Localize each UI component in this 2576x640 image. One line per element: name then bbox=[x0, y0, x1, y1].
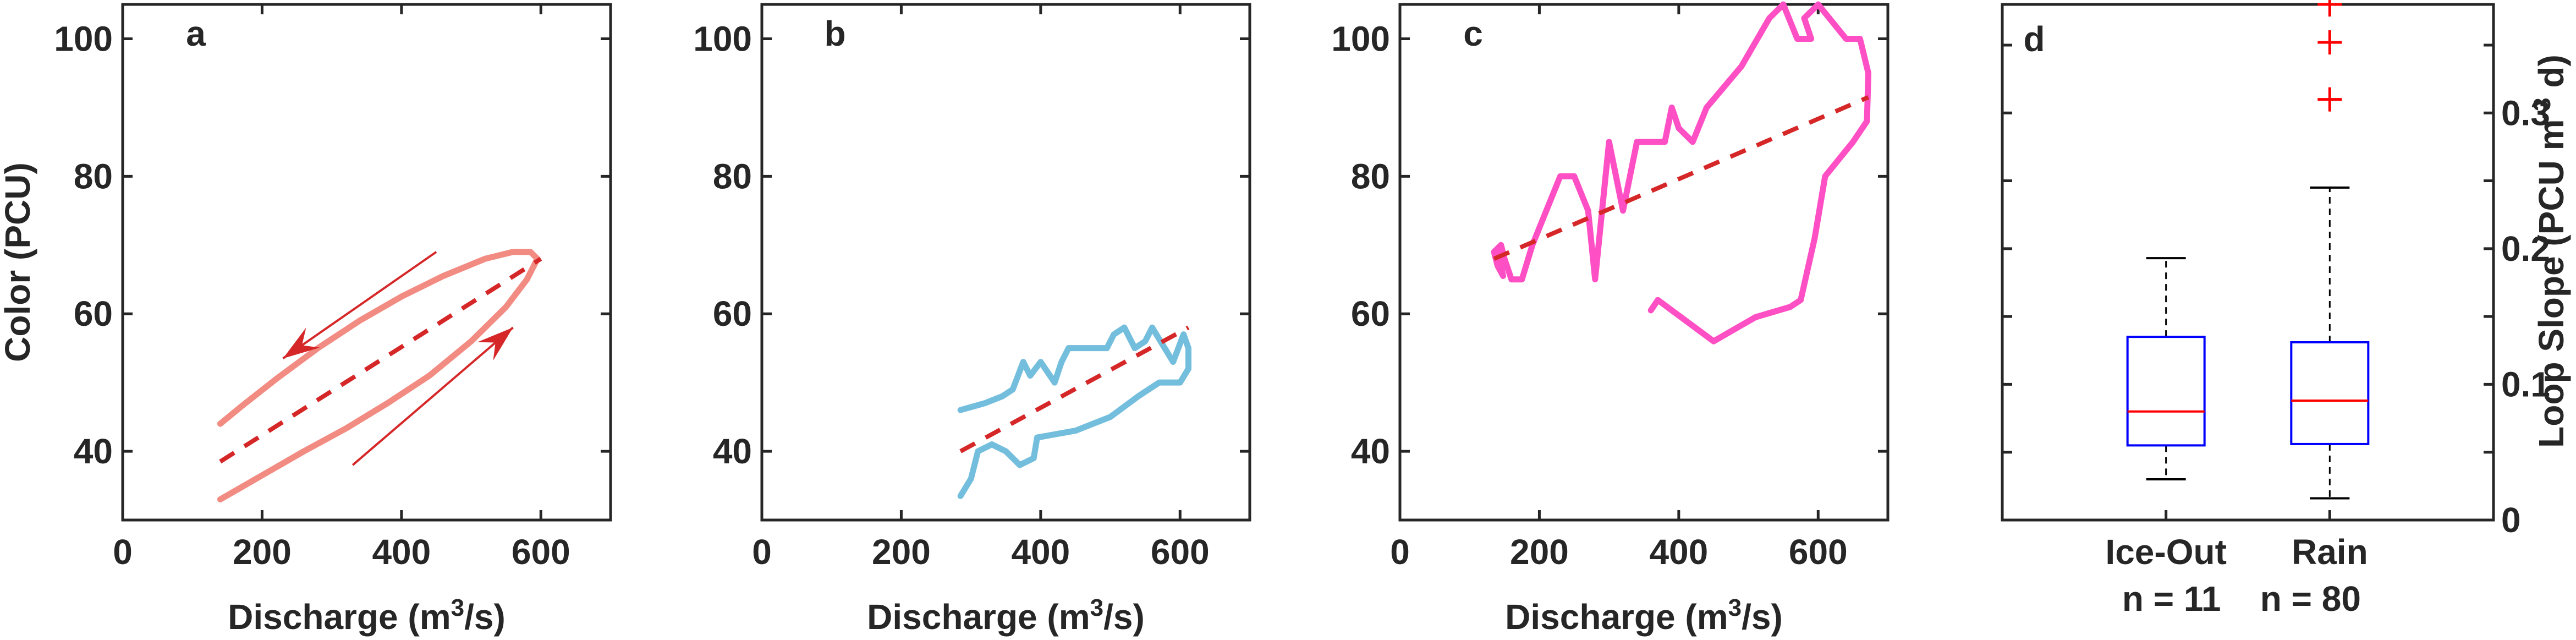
x-axis-label-text: Discharge (m bbox=[1505, 597, 1728, 637]
y-tick-label: 0 bbox=[2501, 500, 2521, 540]
x-tick-label: 200 bbox=[872, 532, 931, 572]
x-axis-label-text: Discharge (m bbox=[867, 597, 1090, 637]
hysteresis-loop-line bbox=[217, 249, 541, 503]
y-tick-label: 60 bbox=[713, 294, 752, 333]
hysteresis-loop-line bbox=[1491, 1, 1872, 344]
sample-count-label: n = 80 bbox=[2260, 579, 2361, 619]
x-tick-label: 400 bbox=[1011, 532, 1070, 572]
panel-d: 0 0.1 0.2 0.3 Ice-Out n = 11 Rain n = 80 d Loop S… bbox=[2001, 0, 2571, 619]
x-axis-label: Discharge (m3/s) bbox=[228, 594, 506, 637]
x-axis-label-tail: /s) bbox=[1742, 597, 1783, 637]
x-axis-label-tail: /s) bbox=[464, 597, 506, 637]
y-tick-label: 40 bbox=[1351, 431, 1390, 471]
axes-box bbox=[121, 3, 612, 522]
x-axis-label-superscript: 3 bbox=[1090, 594, 1103, 621]
x-tick-label: 600 bbox=[512, 532, 570, 572]
y-tick-label: 40 bbox=[74, 431, 113, 471]
y-tick-label: 0.1 bbox=[2501, 364, 2550, 404]
category-label: Rain bbox=[2292, 532, 2368, 572]
fit-dashed-line bbox=[959, 325, 1190, 453]
x-tick-label: 0 bbox=[1390, 532, 1410, 572]
x-axis-label: Discharge (m3/s) bbox=[1505, 594, 1783, 637]
y-tick-label: 60 bbox=[1351, 294, 1390, 333]
x-axis-label: Discharge (m3/s) bbox=[867, 594, 1145, 637]
x-tick-label: 0 bbox=[752, 532, 772, 572]
y-tick-label: 80 bbox=[713, 156, 752, 196]
x-tick-label: 600 bbox=[1151, 532, 1210, 572]
category-label: Ice-Out bbox=[2105, 532, 2226, 572]
y-axis-label: Loop Slope (PCU m-3 d) bbox=[2529, 54, 2571, 448]
box-iqr bbox=[2126, 336, 2206, 447]
fit-dashed-line bbox=[219, 256, 542, 464]
hysteresis-loop-line bbox=[957, 324, 1191, 499]
panel-label: b bbox=[824, 14, 845, 53]
x-tick-label: 200 bbox=[233, 532, 292, 572]
panel-b: 0 200 400 600 40 60 80 100 b Discharge (m3/s) bbox=[693, 3, 1251, 637]
y-tick-label: 60 bbox=[74, 294, 113, 333]
panel-label: a bbox=[186, 14, 206, 53]
x-axis-label-superscript: 3 bbox=[1728, 594, 1742, 621]
x-tick-label: 600 bbox=[1789, 532, 1848, 572]
y-axis-label-tail: d) bbox=[2531, 54, 2571, 97]
y-tick-label: 0.3 bbox=[2501, 93, 2550, 133]
arrow-up-shaft bbox=[351, 326, 514, 466]
panel-c: 0 200 400 600 40 60 80 100 c Discharge (m3/s) bbox=[1331, 1, 1890, 637]
y-tick-label: 80 bbox=[74, 156, 113, 196]
y-tick-label: 0.2 bbox=[2501, 229, 2550, 269]
x-tick-label: 200 bbox=[1510, 532, 1569, 572]
y-tick-label: 80 bbox=[1351, 156, 1390, 196]
x-axis-label-superscript: 3 bbox=[451, 594, 464, 621]
arrow-down-shaft bbox=[282, 251, 437, 360]
panel-label: d bbox=[2023, 19, 2045, 59]
axes-box bbox=[760, 3, 1251, 522]
axes-box bbox=[1398, 3, 1890, 522]
x-axis-label-text: Discharge (m bbox=[228, 597, 451, 637]
axes-box bbox=[2001, 3, 2495, 522]
y-tick-label: 100 bbox=[54, 19, 113, 58]
y-axis-label-text: Loop Slope (PCU m bbox=[2531, 119, 2571, 448]
y-axis-label-superscript: -3 bbox=[2529, 97, 2556, 119]
x-tick-label: 400 bbox=[372, 532, 431, 572]
x-tick-label: 400 bbox=[1649, 532, 1708, 572]
x-tick-label: 0 bbox=[113, 532, 133, 572]
arrow-up-head bbox=[477, 327, 513, 361]
box-iqr bbox=[2290, 341, 2370, 445]
y-tick-label: 100 bbox=[1331, 19, 1390, 58]
fit-dashed-line bbox=[1493, 95, 1870, 261]
panel-a: 0 200 400 600 40 60 80 100 a Discharge (m3/s) Colo… bbox=[0, 3, 612, 637]
x-axis-label-tail: /s) bbox=[1103, 597, 1145, 637]
y-tick-label: 100 bbox=[693, 19, 752, 58]
panel-label: c bbox=[1463, 14, 1483, 53]
arrow-down-head bbox=[283, 327, 320, 359]
y-axis-label: Color (PCU) bbox=[0, 162, 37, 362]
sample-count-label: n = 11 bbox=[2122, 579, 2221, 619]
y-tick-label: 40 bbox=[713, 431, 752, 471]
